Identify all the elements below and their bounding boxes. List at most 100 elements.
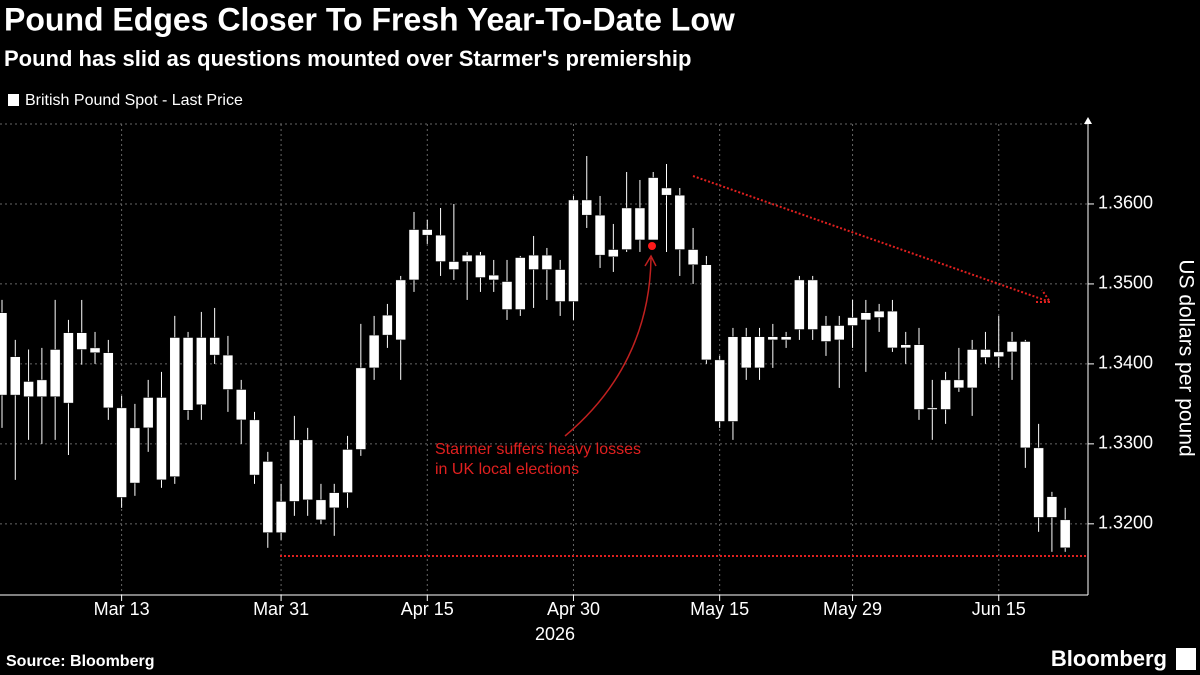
candle-body	[554, 269, 566, 302]
candle-body	[475, 254, 486, 278]
candle-body	[900, 344, 911, 349]
candle-body	[368, 334, 380, 369]
y-tick-label: 1.3500	[1098, 273, 1153, 293]
candle-body	[89, 347, 101, 353]
candle-body	[461, 254, 473, 262]
candle-body	[860, 312, 872, 321]
legend-swatch	[8, 94, 19, 106]
candle-body	[196, 337, 207, 405]
candle-body	[422, 229, 433, 236]
candle-body	[714, 359, 725, 422]
candle-body	[142, 397, 154, 429]
candle-body	[448, 261, 460, 270]
candle-body	[315, 499, 327, 521]
x-tick-label: Apr 15	[401, 599, 454, 619]
x-tick-label: Mar 31	[253, 599, 309, 619]
candle-body	[329, 492, 340, 509]
candle-body	[1020, 341, 1031, 449]
candle-body	[847, 317, 858, 326]
candle-body	[927, 407, 938, 410]
candle-body	[820, 325, 832, 342]
x-tick-label: Mar 13	[94, 599, 150, 619]
candle-body	[1059, 519, 1071, 549]
candle-body	[408, 229, 420, 281]
candle-body	[435, 234, 446, 262]
candle-body	[302, 439, 313, 501]
candle-body	[647, 177, 659, 241]
candle-body	[209, 337, 220, 356]
y-tick-label: 1.3600	[1098, 193, 1153, 213]
annotation-arrowhead	[644, 254, 657, 267]
x-tick-label: May 15	[690, 599, 749, 619]
candle-body	[275, 501, 287, 533]
candle-body	[395, 279, 406, 341]
candle-body	[342, 449, 353, 493]
annotation-text: in UK local elections	[435, 461, 579, 478]
candle-body	[116, 407, 127, 498]
candle-body	[76, 332, 87, 350]
event-dot	[648, 242, 656, 250]
candle-body	[674, 194, 686, 250]
candle-body	[129, 427, 141, 484]
brand: Bloomberg	[1051, 646, 1167, 671]
candle-body	[754, 336, 765, 369]
candle-body	[501, 281, 513, 310]
candle-body	[515, 257, 526, 310]
candle-body	[289, 439, 300, 502]
candle-body	[36, 379, 48, 397]
candle-body	[355, 367, 367, 450]
candle-body	[621, 207, 632, 250]
candle-body	[807, 279, 818, 330]
trend-line	[692, 175, 1051, 303]
candle-body	[887, 310, 898, 349]
candle-body	[993, 351, 1004, 357]
candle-body	[1046, 496, 1058, 518]
candle-body	[222, 354, 234, 390]
candle-body	[966, 349, 978, 389]
x-year-label: 2026	[535, 624, 575, 644]
candle-body	[156, 397, 167, 481]
y-tick-label: 1.3300	[1098, 433, 1153, 453]
axis-arrow	[1084, 117, 1092, 124]
x-tick-label: May 29	[823, 599, 882, 619]
brand-icon	[1176, 648, 1196, 670]
candle-body	[767, 336, 779, 341]
candle-body	[581, 199, 593, 216]
chart-title: Pound Edges Closer To Fresh Year-To-Date…	[4, 1, 735, 37]
candle-body	[23, 381, 34, 397]
x-tick-label: Jun 15	[972, 599, 1026, 619]
candle-body	[528, 254, 539, 270]
candle-body	[780, 336, 792, 341]
candle-body	[1006, 341, 1018, 353]
annotation-text: Starmer suffers heavy losses	[435, 441, 641, 458]
candle-body	[834, 325, 845, 341]
candle-body	[687, 249, 699, 265]
x-tick-label: Apr 30	[547, 599, 600, 619]
candle-body	[63, 332, 74, 404]
trend-arrow	[1036, 289, 1052, 303]
y-tick-label: 1.3200	[1098, 513, 1153, 533]
candle-body	[701, 264, 712, 361]
candle-body	[249, 419, 260, 476]
candle-body	[727, 336, 739, 422]
candle-body	[488, 274, 499, 281]
candle-body	[661, 187, 672, 196]
y-tick-label: 1.3400	[1098, 353, 1153, 373]
candle-body	[980, 349, 991, 358]
candle-body	[740, 336, 752, 369]
candle-body	[594, 214, 606, 256]
candle-body	[10, 356, 21, 396]
candle-body	[182, 337, 194, 411]
source: Source: Bloomberg	[6, 653, 154, 670]
candle-body	[169, 337, 181, 477]
candle-body	[262, 461, 274, 533]
candle-body	[382, 314, 393, 336]
candle-body	[103, 352, 114, 409]
candle-body	[568, 199, 579, 302]
candle-body	[940, 379, 951, 410]
candle-body	[794, 279, 805, 330]
chart-subtitle: Pound has slid as questions mounted over…	[4, 46, 691, 71]
legend-label: British Pound Spot - Last Price	[25, 92, 243, 109]
annotation-arrow	[564, 257, 652, 437]
